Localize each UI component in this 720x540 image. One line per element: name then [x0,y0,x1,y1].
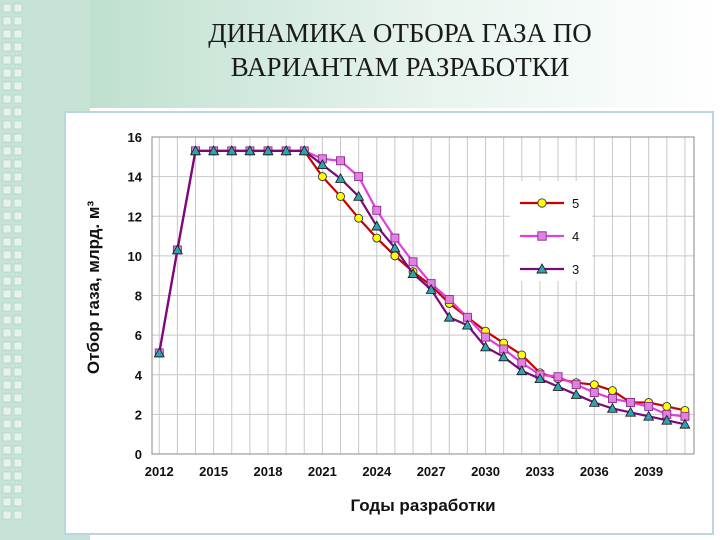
data-point [298,145,310,156]
series-4 [154,146,690,421]
data-point [316,159,328,170]
legend: 5 4 3 [510,181,592,281]
data-point [589,388,599,398]
data-point [354,213,364,223]
y-tick-label: 14 [128,170,143,185]
data-point [425,283,437,294]
slide-title: ДИНАМИКА ОТБОРА ГАЗА ПО ВАРИАНТАМ РАЗРАБ… [100,16,700,84]
data-point [589,380,599,390]
data-point [607,394,617,403]
data-point [353,190,365,201]
y-tick-label: 8 [135,289,142,304]
data-point [171,244,183,255]
legend-item: 3 [520,262,579,277]
data-point [571,380,581,390]
series-line [158,149,686,426]
series-line [158,149,686,418]
y-tick-label: 16 [128,130,142,145]
data-point [443,311,455,322]
slide-title-line-1: ДИНАМИКА ОТБОРА ГАЗА ПО [208,18,592,48]
legend-box [510,181,592,281]
data-point [481,332,490,342]
data-point [390,233,400,243]
data-point [208,145,220,156]
data-point [607,386,617,396]
data-point [626,398,636,407]
data-point [479,341,492,352]
data-point [262,145,274,156]
data-point [498,351,510,362]
data-point [371,220,383,231]
data-point [588,396,600,407]
legend-marker [536,263,548,274]
x-axis-label: Годы разработки [350,496,495,515]
data-point [517,350,527,360]
chart-panel: 0 2 4 6 8 10 12 14 16 2012 2015 2018 2021 2024 2027 20… [64,111,714,535]
data-point [679,418,691,429]
y-tick-label: 0 [135,447,142,462]
slide-title-line-2: ВАРИАНТАМ РАЗРАБОТКИ [230,52,570,82]
y-tick-label: 10 [128,249,142,264]
plot-area [151,136,695,455]
data-point [354,172,364,182]
data-point [334,172,347,183]
x-tick-label: 2039 [634,464,663,479]
x-tick-label: 2018 [254,464,283,479]
series-3 [153,145,691,429]
y-tick-labels: 0 2 4 6 8 10 12 14 16 [128,130,143,462]
data-point [662,402,672,411]
data-point [336,156,345,166]
data-point [226,145,238,156]
y-tick-label: 12 [128,209,142,224]
data-point [317,172,327,182]
data-point [643,410,655,421]
legend-marker [537,231,547,241]
y-tick-label: 6 [135,328,142,343]
x-tick-label: 2021 [308,464,337,479]
data-point [189,145,202,156]
x-tick-label: 2033 [525,464,554,479]
y-axis-label: Отбор газа, млрд. м³ [84,201,103,375]
y-tick-label: 4 [135,368,143,383]
data-point [153,347,165,358]
y-tick-label: 2 [135,407,142,422]
legend-label: 5 [572,196,579,211]
data-point [570,388,582,399]
data-point [661,414,673,425]
data-point [407,267,419,278]
legend-item: 4 [520,229,579,244]
data-point [408,257,418,267]
data-point [244,145,256,156]
data-point [624,406,637,417]
data-point [372,233,382,243]
x-tick-label: 2027 [417,464,446,479]
x-tick-label: 2030 [471,464,500,479]
data-point [606,402,618,413]
legend-label: 3 [572,262,579,277]
data-point [389,242,401,253]
series [153,145,691,429]
data-point [461,319,473,330]
x-tick-label: 2012 [145,464,174,479]
legend-label: 4 [572,229,579,244]
data-point [644,402,654,411]
data-point [280,145,292,156]
data-point [553,372,563,382]
data-point [534,372,546,384]
data-point [552,380,564,391]
x-tick-labels: 2012 2015 2018 2021 2024 2027 2030 2033 2036 2039 [145,464,663,479]
legend-item: 5 [520,196,579,211]
data-point [336,191,345,201]
legend-marker [537,198,547,208]
data-point [516,365,528,376]
data-point [444,295,454,304]
x-tick-label: 2015 [199,464,228,479]
x-tick-label: 2024 [362,464,392,479]
data-point [372,205,382,215]
x-tick-label: 2036 [580,464,609,479]
